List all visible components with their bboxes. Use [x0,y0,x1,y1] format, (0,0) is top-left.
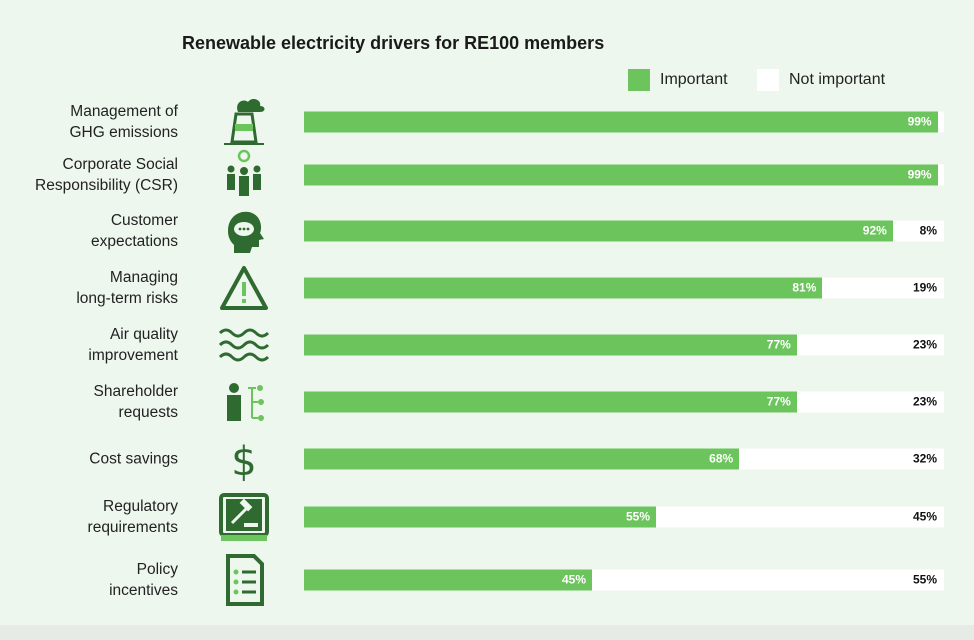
team-gear-icon [227,149,261,196]
category-label: Air quality improvement [0,324,178,366]
air-waves-icon [218,328,270,362]
value-label-important: 77% [766,337,791,352]
value-label-not-important: 23% [912,337,937,352]
bar-important: 55% [304,506,656,528]
category-label-line: Air quality [109,326,178,343]
legend-swatch-important [628,69,650,91]
bar-not-important: 81% 19% [304,277,944,299]
category-label-line: Management of [70,103,178,120]
category-label-line: Managing [109,269,178,286]
bar-important: 99% [304,164,938,186]
warning-triangle-icon [220,266,268,310]
value-label-not-important: 8% [919,223,937,238]
category-label: Management of GHG emissions [0,101,178,143]
gavel-book-icon [219,493,269,541]
category-label-line: Corporate Social [62,156,178,173]
value-label-important: 92% [862,223,887,238]
shareholder-icon [227,383,264,421]
category-label: Shareholder requests [0,381,178,423]
category-label-line: Policy [136,561,178,578]
value-label-important: 99% [907,114,932,129]
bar-important: 45% [304,569,592,591]
bar-not-important: 92% 8% [304,220,944,242]
value-label-important: 99% [907,167,932,182]
value-label-important: 55% [625,509,650,524]
value-label-important: 77% [766,394,791,409]
category-label: Policy incentives [0,559,178,601]
category-label: Corporate Social Responsibility (CSR) [0,154,178,196]
legend-important: Important [628,69,728,91]
bar-row: Air quality improvement 77% 23% [0,317,974,373]
category-label-line: requests [118,404,178,421]
category-label: Customer expectations [0,210,178,252]
factory-emissions-icon [224,99,265,145]
category-label-line: improvement [88,347,178,364]
chart-title: Renewable electricity drivers for RE100 … [182,33,605,53]
bar-important: 92% [304,220,893,242]
category-label-line: GHG emissions [69,124,178,141]
bar-not-important: 77% 23% [304,334,944,356]
bar-not-important: 68% 32% [304,448,944,470]
legend-label-not-important: Not important [789,71,886,88]
value-label-important: 81% [792,280,817,295]
bar-important: 77% [304,334,797,356]
category-label-line: Shareholder [93,383,178,400]
bar-important: 68% [304,448,740,470]
bar-row: Cost savings $68% 32% [0,431,974,487]
category-label: Regulatory requirements [0,496,178,538]
bar-important: 81% [304,277,823,299]
value-label-not-important: 23% [912,394,937,409]
category-label-line: Customer [110,212,178,229]
bar-important: 77% [304,391,797,413]
head-speech-icon [228,211,264,253]
bar-row: Managing long-term risks 81% 19% [0,260,974,316]
bar-row: Shareholder requests 77% 23% [0,374,974,430]
category-label-line: Cost savings [89,450,178,468]
value-label-not-important: 19% [912,280,937,295]
value-label-important: 68% [709,451,734,466]
policy-document-icon [226,554,264,606]
category-label: Cost savings [0,449,178,470]
category-label-line: Responsibility (CSR) [35,177,178,194]
bar-row: Customer expectations 92% 8% [0,203,974,259]
bar-important: 99% [304,111,938,133]
legend-label-important: Important [660,71,728,88]
category-label-line: Regulatory [103,498,178,515]
bar-row: Regulatory requirements 55% 45% [0,489,974,545]
value-label-not-important: 45% [912,509,937,524]
bar-not-important: 99% [304,111,944,133]
value-label-not-important: 32% [912,451,937,466]
value-label-important: 45% [561,572,586,587]
bar-row: Policy incentives 45% 55% [0,552,974,608]
category-label-line: expectations [90,233,178,250]
category-label: Managing long-term risks [0,267,178,309]
category-label-line: requirements [87,519,178,536]
bar-row: Corporate Social Responsibility (CSR) 99% [0,147,974,203]
bar-not-important: 45% 55% [304,569,944,591]
bar-row: Management of GHG emissions 99% [0,94,974,150]
bar-not-important: 55% 45% [304,506,944,528]
category-label-line: long-term risks [76,290,178,307]
bar-not-important: 99% [304,164,944,186]
dollar-icon: $ [231,439,256,485]
bottom-strip [0,625,974,640]
legend-not-important: Not important [757,69,885,91]
legend-swatch-not-important [757,69,779,91]
value-label-not-important: 55% [912,572,937,587]
category-label-line: incentives [109,582,178,599]
svg-text:$: $ [231,439,256,485]
bar-not-important: 77% 23% [304,391,944,413]
